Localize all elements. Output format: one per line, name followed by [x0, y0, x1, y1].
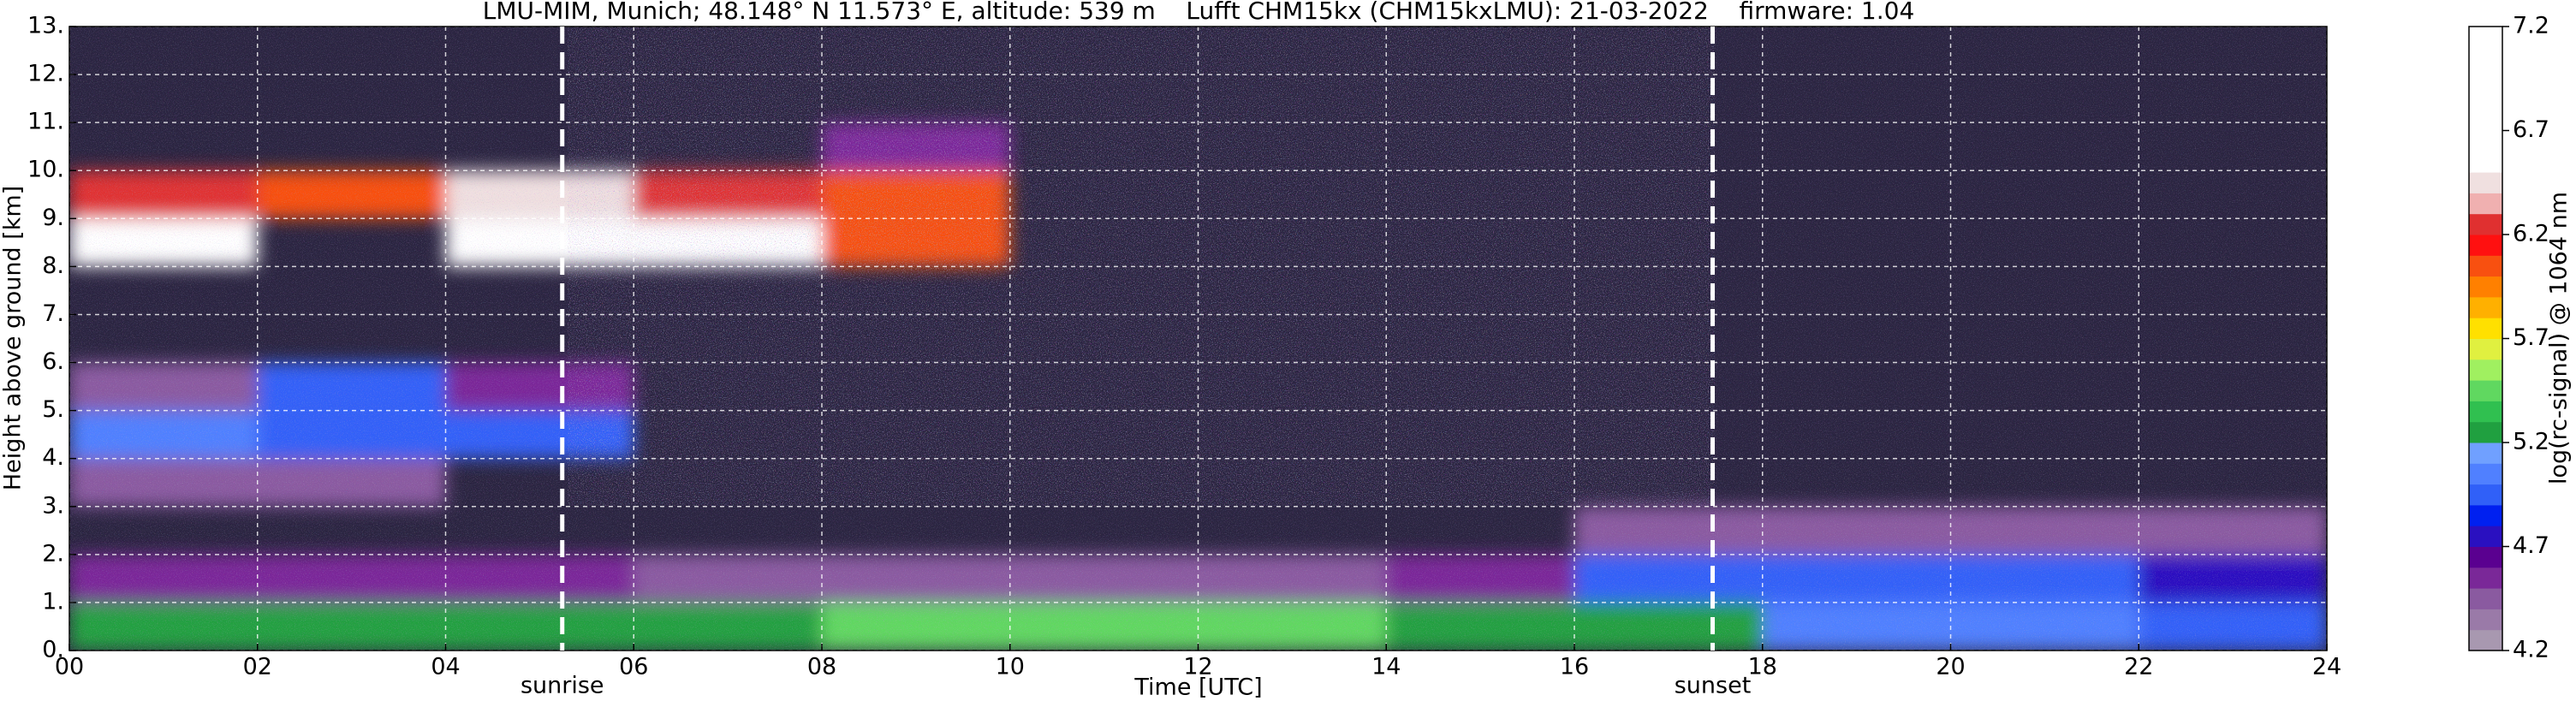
colorbar-level: [2469, 629, 2502, 651]
colorbar-level: [2469, 68, 2502, 90]
y-tick-label: 6.: [42, 348, 64, 375]
colorbar-level: [2469, 47, 2502, 69]
event-label: sunset: [1675, 673, 1752, 699]
y-tick-label: 0.: [42, 637, 64, 663]
colorbar-tick-label: 4.2: [2513, 637, 2549, 663]
y-tick-label: 7.: [42, 300, 64, 327]
y-tick-label: 13.: [27, 13, 64, 39]
colorbar-level: [2469, 130, 2502, 152]
y-tick-label: 9.: [42, 205, 64, 231]
colorbar-tick-label: 6.2: [2513, 221, 2549, 247]
colorbar-level: [2469, 151, 2502, 173]
colorbar-tick-label: 7.2: [2513, 13, 2549, 39]
x-tick-label: 20: [1936, 654, 1965, 680]
colorbar-level: [2469, 172, 2502, 193]
y-tick-label: 1.: [42, 588, 64, 615]
colorbar-level: [2469, 27, 2502, 48]
colorbar-level: [2469, 235, 2502, 256]
colorbar-level: [2469, 213, 2502, 235]
colorbar-level: [2469, 401, 2502, 423]
colorbar-level: [2469, 276, 2502, 298]
x-tick-label: 06: [619, 654, 648, 680]
colorbar-level: [2469, 88, 2502, 110]
x-tick-label: 24: [2312, 654, 2341, 680]
x-tick-label: 22: [2124, 654, 2153, 680]
colorbar-level: [2469, 546, 2502, 568]
colorbar-level: [2469, 380, 2502, 401]
colorbar-level: [2469, 443, 2502, 464]
colorbar-level: [2469, 338, 2502, 360]
colorbar-level: [2469, 110, 2502, 131]
x-tick-label: 00: [55, 654, 84, 680]
x-axis-label: Time [UTC]: [1133, 674, 1262, 701]
x-tick-label: 04: [431, 654, 460, 680]
colorbar-level: [2469, 421, 2502, 443]
x-tick-label: 12: [1183, 654, 1212, 680]
colorbar-level: [2469, 255, 2502, 277]
y-tick-label: 5.: [42, 396, 64, 423]
y-tick-label: 8.: [42, 253, 64, 279]
colorbar-level: [2469, 588, 2502, 609]
colorbar-level: [2469, 484, 2502, 506]
x-tick-label: 08: [807, 654, 836, 680]
colorbar-level: [2469, 463, 2502, 485]
chart-title: LMU-MIM, Munich; 48.148° N 11.573° E, al…: [483, 0, 1915, 25]
colorbar-level: [2469, 526, 2502, 547]
event-label: sunrise: [521, 673, 604, 699]
x-tick-label: 14: [1371, 654, 1401, 680]
colorbar-level: [2469, 193, 2502, 215]
y-tick-label: 11.: [27, 109, 64, 135]
colorbar-level: [2469, 318, 2502, 339]
y-tick-label: 12.: [27, 61, 64, 87]
x-tick-label: 18: [1748, 654, 1777, 680]
y-tick-label: 2.: [42, 540, 64, 567]
colorbar-level: [2469, 359, 2502, 381]
y-tick-label: 3.: [42, 492, 64, 519]
y-tick-label: 4.: [42, 444, 64, 471]
colorbar-level: [2469, 296, 2502, 318]
colorbar-tick-label: 6.7: [2513, 116, 2549, 143]
colorbar-level: [2469, 609, 2502, 631]
colorbar-tick-label: 5.7: [2513, 324, 2549, 351]
x-tick-label: 10: [996, 654, 1025, 680]
x-tick-label: 16: [1560, 654, 1589, 680]
colorbar: 4.2 4.7 5.2 5.7 6.2 6.7 7.2: [2468, 13, 2549, 663]
colorbar-tick-label: 4.7: [2513, 532, 2549, 559]
y-axis-label: Height above ground [km]: [0, 186, 27, 490]
colorbar-level: [2469, 504, 2502, 526]
x-tick-label: 02: [243, 654, 272, 680]
colorbar-label: log(rc-signal) @ 1064 nm: [2546, 192, 2573, 484]
colorbar-tick-label: 5.2: [2513, 429, 2549, 455]
colorbar-level: [2469, 567, 2502, 589]
y-tick-label: 10.: [27, 157, 64, 183]
